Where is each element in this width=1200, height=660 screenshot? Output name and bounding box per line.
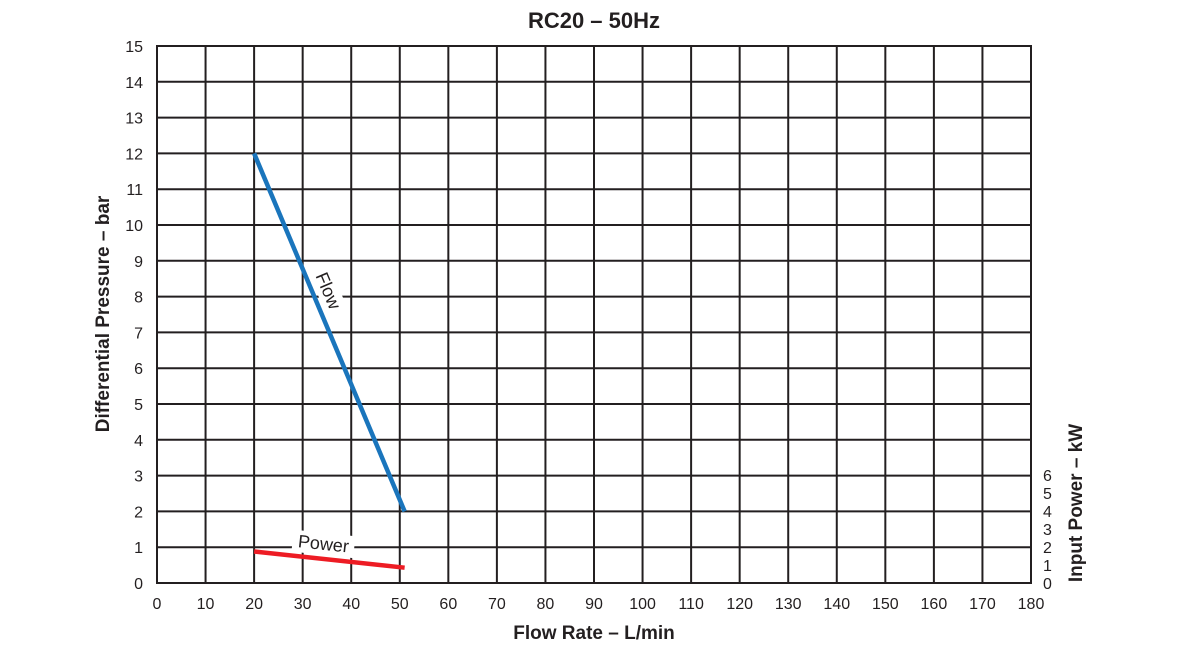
y-tick-label: 2: [134, 504, 143, 521]
y-tick-label: 10: [125, 218, 143, 235]
power-label-background: [291, 529, 356, 559]
y-axis-label: Differential Pressure – bar: [93, 195, 114, 432]
x-tick-label: 40: [342, 596, 360, 613]
y-tick-label: 15: [125, 39, 143, 56]
power-label-group: Power: [291, 529, 356, 559]
x-tick-label: 100: [629, 596, 656, 613]
x-tick-label: 50: [391, 596, 409, 613]
y2-axis-label: Input Power – kW: [1066, 424, 1087, 582]
y-tick-label: 7: [134, 325, 143, 342]
series-group: Flow Power: [252, 152, 407, 570]
y-tick-label: 11: [126, 182, 143, 199]
y-tick-label: 12: [125, 146, 143, 163]
plot-frame: [156, 45, 1032, 584]
y2-tick-label: 3: [1043, 522, 1052, 539]
x-tick-label: 160: [921, 596, 948, 613]
x-tick-label: 90: [585, 596, 603, 613]
y2-tick-label: 1: [1043, 558, 1052, 575]
power-curve: [253, 549, 405, 570]
flow-label-background: [309, 267, 347, 315]
y-tick-label: 8: [134, 290, 143, 307]
x-tick-label: 60: [439, 596, 457, 613]
x-tick-label: 150: [872, 596, 899, 613]
x-tick-label: 80: [537, 596, 555, 613]
flow-curve: [252, 152, 407, 513]
x-tick-label: 170: [969, 596, 996, 613]
x-tick-label: 70: [488, 596, 506, 613]
chart-title: RC20 – 50Hz: [528, 8, 660, 33]
flow-label-group: Flow: [309, 267, 347, 315]
grid: [156, 45, 1032, 584]
y2-tick-label: 6: [1043, 468, 1052, 485]
x-tick-label: 20: [245, 596, 263, 613]
x-tick-label: 130: [775, 596, 802, 613]
y2-tick-label: 4: [1043, 504, 1052, 521]
x-tick-label: 10: [197, 596, 215, 613]
y-tick-label: 3: [134, 469, 143, 486]
y2-tick-label: 2: [1043, 540, 1052, 557]
y-tick-label: 1: [134, 540, 143, 557]
x-tick-label: 30: [294, 596, 312, 613]
y-tick-label: 6: [134, 361, 143, 378]
y-tick-label: 4: [134, 433, 143, 450]
x-tick-label: 110: [678, 596, 704, 613]
x-tick-label: 140: [823, 596, 850, 613]
x-tick-label: 120: [726, 596, 753, 613]
x-tick-label: 0: [153, 596, 162, 613]
y2-tick-label: 0: [1043, 576, 1052, 593]
y-tick-label: 0: [134, 576, 143, 593]
y2-tick-label: 5: [1043, 486, 1052, 503]
y-tick-label: 5: [134, 397, 143, 414]
x-axis-label: Flow Rate – L/min: [513, 623, 675, 644]
y-tick-label: 13: [125, 111, 143, 128]
x-tick-label: 180: [1018, 596, 1045, 613]
y-tick-label: 9: [134, 254, 143, 271]
x-tick-labels: 0 10 20 30 40 50 60 70 80 90 100 110 120 130 140 150 160…: [153, 596, 1045, 613]
y-tick-label: 14: [125, 75, 143, 92]
